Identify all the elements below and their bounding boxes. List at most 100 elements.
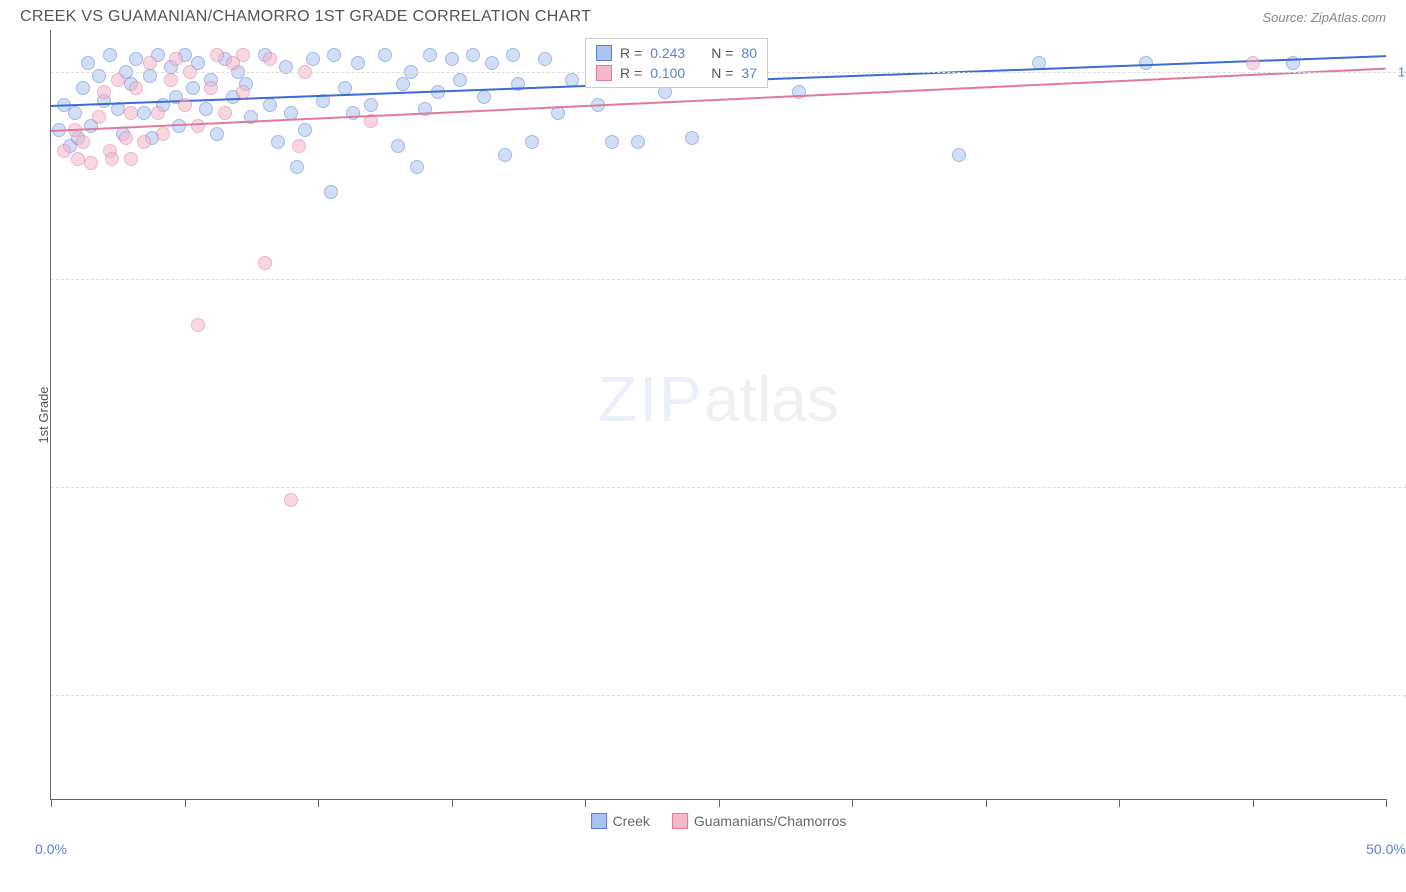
x-tick xyxy=(452,799,453,807)
scatter-point xyxy=(263,98,277,112)
legend-swatch xyxy=(596,65,612,81)
legend-stats-row: R = 0.243 N = 80 xyxy=(596,43,757,63)
legend-series-label: Guamanians/Chamorros xyxy=(694,813,847,829)
scatter-point xyxy=(290,160,304,174)
scatter-point xyxy=(137,135,151,149)
x-tick xyxy=(986,799,987,807)
scatter-point xyxy=(236,48,250,62)
legend-swatch xyxy=(672,813,688,829)
scatter-point xyxy=(631,135,645,149)
scatter-point xyxy=(204,81,218,95)
chart-title: CREEK VS GUAMANIAN/CHAMORRO 1ST GRADE CO… xyxy=(20,8,591,26)
x-tick xyxy=(51,799,52,807)
grid-line xyxy=(51,279,1406,280)
scatter-point xyxy=(263,52,277,66)
grid-line xyxy=(51,695,1406,696)
x-tick xyxy=(1386,799,1387,807)
legend-series-item: Creek xyxy=(591,813,650,829)
scatter-point xyxy=(391,139,405,153)
scatter-point xyxy=(137,106,151,120)
x-tick xyxy=(318,799,319,807)
scatter-point xyxy=(351,56,365,70)
watermark-atlas: atlas xyxy=(704,363,839,435)
scatter-point xyxy=(453,73,467,87)
scatter-point xyxy=(71,152,85,166)
x-tick xyxy=(852,799,853,807)
plot-area: ZIPatlas xyxy=(51,30,1386,799)
scatter-point xyxy=(105,152,119,166)
scatter-point xyxy=(76,135,90,149)
x-tick-label: 50.0% xyxy=(1366,841,1406,857)
legend-r-value: 0.100 xyxy=(650,65,685,81)
watermark: ZIPatlas xyxy=(598,362,839,436)
legend-stats: R = 0.243 N = 80 R = 0.100 N = 37 xyxy=(585,38,768,88)
scatter-point xyxy=(485,56,499,70)
scatter-point xyxy=(169,52,183,66)
scatter-point xyxy=(284,493,298,507)
scatter-point xyxy=(218,106,232,120)
scatter-point xyxy=(143,56,157,70)
scatter-point xyxy=(210,127,224,141)
scatter-point xyxy=(191,318,205,332)
scatter-point xyxy=(364,98,378,112)
scatter-point xyxy=(191,119,205,133)
scatter-point xyxy=(76,81,90,95)
scatter-point xyxy=(525,135,539,149)
legend-series-item: Guamanians/Chamorros xyxy=(672,813,847,829)
legend-n-value: 80 xyxy=(741,45,757,61)
scatter-point xyxy=(292,139,306,153)
watermark-zip: ZIP xyxy=(598,363,704,435)
scatter-point xyxy=(124,152,138,166)
legend-swatch xyxy=(596,45,612,61)
scatter-point xyxy=(1246,56,1260,70)
x-tick xyxy=(719,799,720,807)
legend-stats-row: R = 0.100 N = 37 xyxy=(596,63,757,83)
scatter-point xyxy=(178,98,192,112)
chart-container: 1st Grade ZIPatlas R =0.243N =80R =0.100… xyxy=(50,30,1386,800)
x-tick-label: 0.0% xyxy=(35,841,67,857)
scatter-point xyxy=(103,48,117,62)
scatter-point xyxy=(538,52,552,66)
legend-n-value: 37 xyxy=(741,65,757,81)
scatter-point xyxy=(378,48,392,62)
legend-n-label: N = xyxy=(711,45,733,61)
scatter-point xyxy=(466,48,480,62)
scatter-point xyxy=(271,135,285,149)
x-tick xyxy=(185,799,186,807)
scatter-point xyxy=(423,48,437,62)
scatter-point xyxy=(396,77,410,91)
scatter-point xyxy=(506,48,520,62)
scatter-point xyxy=(952,148,966,162)
scatter-point xyxy=(81,56,95,70)
scatter-point xyxy=(298,123,312,137)
scatter-point xyxy=(199,102,213,116)
scatter-point xyxy=(605,135,619,149)
scatter-point xyxy=(68,106,82,120)
grid-line xyxy=(51,487,1406,488)
y-axis-label: 1st Grade xyxy=(36,386,51,443)
chart-source: Source: ZipAtlas.com xyxy=(1262,10,1386,25)
scatter-point xyxy=(92,110,106,124)
legend-r-label: R = xyxy=(620,45,642,61)
scatter-point xyxy=(97,85,111,99)
scatter-point xyxy=(324,185,338,199)
scatter-point xyxy=(124,106,138,120)
scatter-point xyxy=(119,131,133,145)
scatter-point xyxy=(498,148,512,162)
legend-n-label: N = xyxy=(711,65,733,81)
scatter-point xyxy=(327,48,341,62)
scatter-point xyxy=(306,52,320,66)
x-tick xyxy=(585,799,586,807)
x-tick xyxy=(1253,799,1254,807)
legend-series: Creek Guamanians/Chamorros xyxy=(591,813,847,829)
legend-series-label: Creek xyxy=(613,813,650,829)
scatter-point xyxy=(164,73,178,87)
scatter-point xyxy=(57,144,71,158)
scatter-point xyxy=(111,73,125,87)
legend-r-value: 0.243 xyxy=(650,45,685,61)
scatter-point xyxy=(410,160,424,174)
scatter-point xyxy=(129,52,143,66)
legend-r-label: R = xyxy=(620,65,642,81)
scatter-point xyxy=(477,90,491,104)
scatter-point xyxy=(210,48,224,62)
